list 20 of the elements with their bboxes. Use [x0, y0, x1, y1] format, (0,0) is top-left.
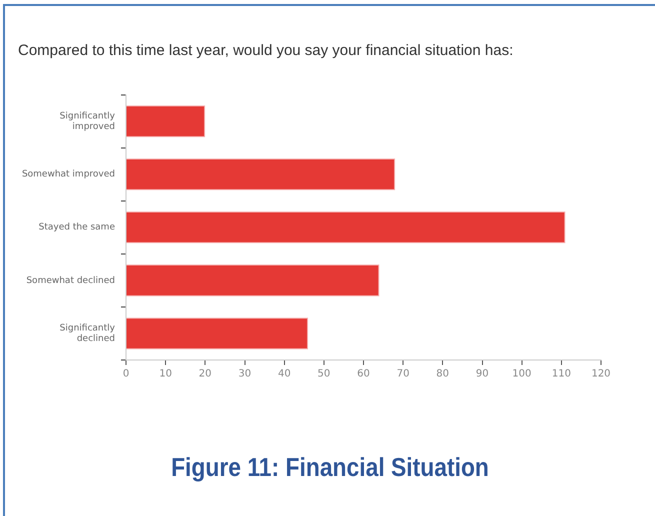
x-tick-label: 80 [436, 368, 450, 380]
x-tick-label: 30 [238, 368, 252, 380]
x-tick-label: 0 [122, 368, 130, 380]
x-tick-label: 110 [552, 368, 571, 380]
x-tick-label: 90 [476, 368, 489, 380]
y-tick-label: Stayed the same [38, 222, 116, 233]
chart-title: Compared to this time last year, would you say your financial situation has: [18, 42, 514, 59]
y-tick-label: Significantly declined [60, 323, 116, 344]
y-tick-label: Somewhat improved [22, 170, 115, 180]
x-tick-label: 50 [318, 368, 330, 380]
y-tick-label: Somewhat declined [26, 276, 115, 286]
x-tick-label: 10 [159, 368, 172, 380]
x-tick-label: 20 [198, 368, 212, 380]
caption: Figure 11: Financial Situation [170, 452, 490, 483]
x-tick-label: 100 [512, 368, 532, 380]
x-tick-label: 120 [591, 368, 611, 380]
x-tick-label: 40 [278, 368, 291, 380]
x-tick-label: 70 [396, 368, 410, 380]
y-tick-label: Significantly improved [60, 111, 116, 132]
x-tick-label: 60 [357, 368, 370, 380]
